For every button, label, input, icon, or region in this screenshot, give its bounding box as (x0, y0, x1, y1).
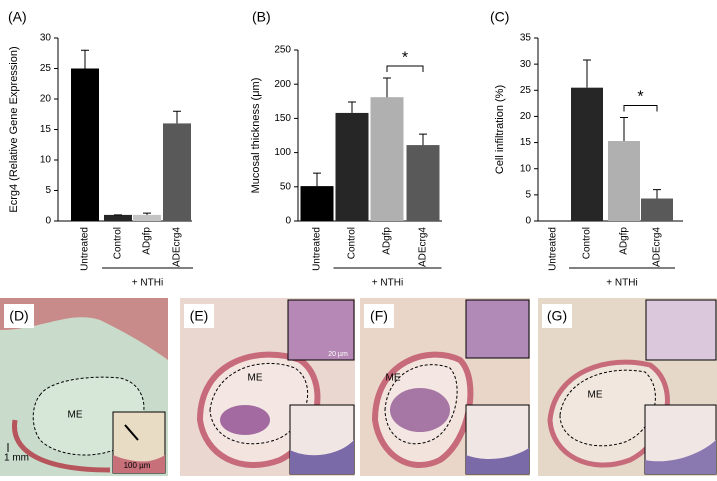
x-tick-label: Untreated (312, 227, 323, 271)
y-tick-label: 25 (40, 63, 52, 74)
bar (370, 97, 404, 221)
y-tick-label: 10 (40, 155, 52, 166)
error-bar (383, 77, 391, 98)
x-tick-label: Control (347, 227, 358, 259)
tissue (645, 440, 716, 474)
panel-label: (D) (9, 308, 28, 324)
region-label: ME (588, 390, 603, 401)
y-tick-label: 5 (45, 185, 51, 196)
label-box (542, 304, 572, 328)
region-label: ME (68, 410, 83, 421)
bar (104, 214, 132, 221)
panel-e: (E) ME 20 µm (180, 298, 355, 476)
panel-label: (G) (547, 308, 567, 324)
y-tick-label: 0 (45, 216, 51, 227)
y-tick-label: 15 (40, 124, 52, 135)
inset (287, 299, 355, 361)
significance-bracket (623, 104, 658, 112)
panel-label: (C) (490, 9, 509, 25)
y-tick-label: 20 (40, 94, 52, 105)
region-label: ME (248, 373, 263, 384)
error-bar (620, 116, 628, 142)
bar (71, 68, 99, 221)
x-tick-label: ADEcrg4 (652, 227, 663, 267)
tissue (466, 448, 529, 474)
label-box (364, 304, 394, 328)
y-tick-label: 100 (274, 147, 291, 158)
y-tick-label: 10 (520, 163, 532, 174)
y-tick-label: 200 (274, 79, 291, 90)
inset-scale-label: 20 µm (328, 351, 348, 358)
bar (300, 186, 334, 221)
group-label: + NTHi (372, 278, 403, 289)
y-tick-label: 20 (520, 111, 532, 122)
y-axis-title: Ecrg4 (Relative Gene Expression) (8, 46, 20, 212)
y-axis-title: Mucosal thickness (μm) (250, 78, 262, 194)
panel-label: (A) (8, 9, 27, 25)
panel-f: (F) ME (360, 298, 530, 476)
panel-label: (E) (190, 308, 209, 324)
bar (335, 112, 369, 221)
error-bar (143, 212, 151, 215)
x-tick-label: Untreated (80, 227, 91, 271)
error-bar (583, 59, 591, 88)
region-label: ME (386, 373, 401, 384)
y-tick-label: 30 (520, 59, 532, 70)
panel-g: (G) ME (538, 298, 717, 476)
significance-label: * (637, 89, 643, 106)
panel-label: (B) (252, 9, 271, 25)
y-tick-label: 5 (525, 189, 531, 200)
error-bar (348, 101, 356, 113)
y-tick-label: 15 (520, 137, 532, 148)
tissue (390, 388, 450, 432)
significance-label: * (402, 49, 408, 66)
bar (641, 198, 673, 221)
group-label: + NTHi (132, 278, 163, 289)
error-bar (81, 49, 89, 69)
y-tick-label: 30 (40, 33, 52, 44)
inset-scale-label: 100 µm (124, 461, 151, 470)
tissue (11, 419, 111, 473)
y-tick-label: 50 (280, 181, 292, 192)
y-tick-label: 35 (520, 33, 532, 44)
x-tick-label: ADgfp (619, 227, 630, 255)
x-tick-label: ADgfp (142, 227, 153, 255)
y-tick-label: 150 (274, 113, 291, 124)
arrow (124, 424, 139, 441)
label-box (184, 304, 214, 328)
x-tick-label: Control (582, 227, 593, 259)
y-tick-label: 0 (525, 216, 531, 227)
x-tick-label: ADEcrg4 (418, 227, 429, 267)
panel-d: (D) ME 1 mm 100 µm (0, 298, 168, 476)
x-tick-label: Control (113, 227, 124, 259)
bar (608, 141, 640, 221)
error-bar (173, 110, 181, 124)
tissue (113, 455, 165, 473)
tissue (0, 298, 168, 360)
error-bar (313, 172, 321, 187)
bar (406, 145, 440, 221)
y-tick-label: 250 (274, 45, 291, 56)
significance-bracket (386, 65, 424, 73)
label-box (4, 304, 34, 328)
bar (571, 87, 603, 222)
group-label: + NTHi (606, 278, 637, 289)
inset (465, 299, 530, 359)
tissue (290, 440, 354, 474)
x-tick-label: ADgfp (382, 227, 393, 255)
tissue (220, 405, 270, 435)
inset (645, 299, 717, 361)
y-tick-label: 0 (285, 216, 291, 227)
panel-label: (F) (370, 308, 388, 324)
x-tick-label: ADEcrg4 (172, 227, 183, 267)
bar (133, 214, 161, 221)
scale-label: 1 mm (4, 453, 29, 464)
error-bar (653, 189, 661, 199)
error-bar (419, 133, 427, 146)
y-tick-label: 25 (520, 85, 532, 96)
bar (163, 123, 191, 221)
y-axis-title: Cell infiltration (%) (494, 85, 506, 174)
x-tick-label: Untreated (548, 227, 559, 271)
